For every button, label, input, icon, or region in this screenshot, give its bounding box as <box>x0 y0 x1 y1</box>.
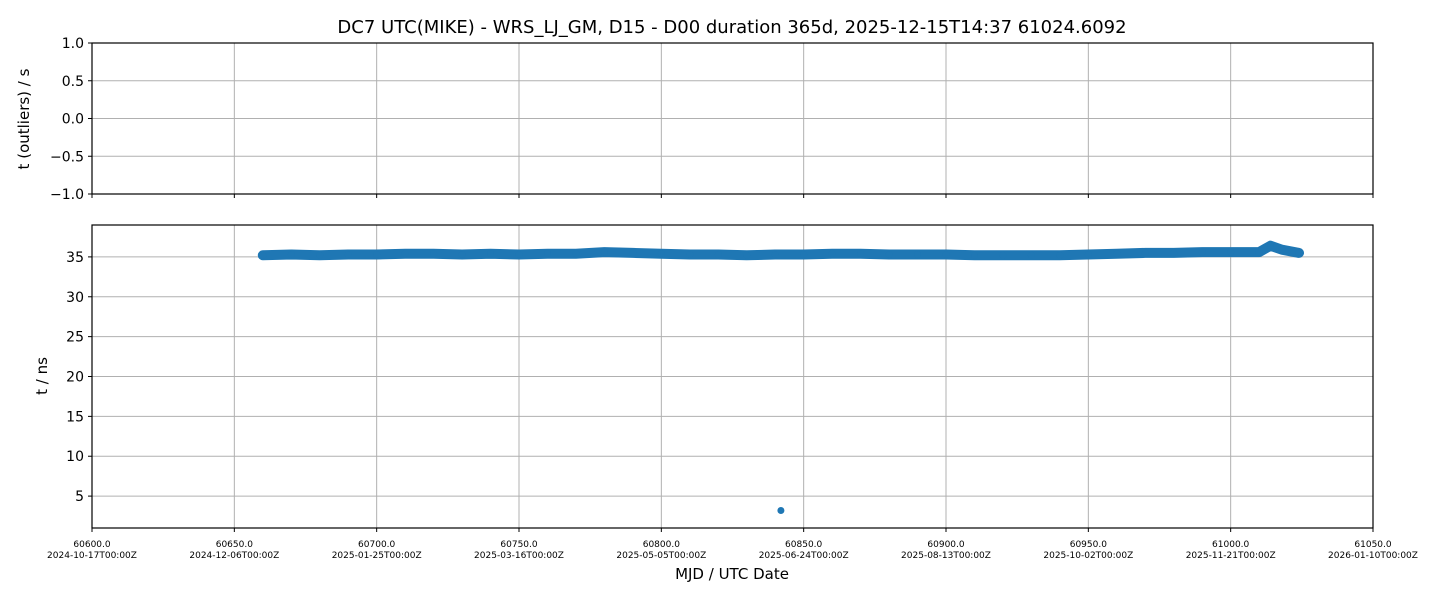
x-tick-label-mjd: 60700.0 <box>358 540 395 550</box>
x-tick-label-date: 2026-01-10T00:00Z <box>1328 551 1418 561</box>
data-point <box>373 251 381 258</box>
data-point <box>1170 249 1178 257</box>
data-point <box>430 250 438 258</box>
x-tick-label-date: 2025-06-24T00:00Z <box>759 551 849 561</box>
data-point <box>857 250 865 258</box>
data-point <box>515 251 523 258</box>
main-y-tick-label: 15 <box>66 409 84 425</box>
x-tick-label-date: 2025-05-05T00:00Z <box>616 551 706 561</box>
x-tick-label-mjd: 60900.0 <box>927 540 964 550</box>
x-tick-label-date: 2025-08-13T00:00Z <box>901 551 991 561</box>
main-y-tick-label: 5 <box>75 489 84 505</box>
x-tick-label-date: 2025-10-02T00:00Z <box>1043 551 1133 561</box>
x-tick-label-mjd: 60950.0 <box>1070 540 1107 550</box>
outliers-y-tick-label: 1.0 <box>62 36 84 52</box>
data-point <box>777 507 785 514</box>
main-y-tick-label: 35 <box>66 250 84 266</box>
data-point <box>1141 249 1149 257</box>
x-tick-label-date: 2025-03-16T00:00Z <box>474 551 564 561</box>
outliers-y-tick-label: 0.5 <box>62 74 84 90</box>
data-point <box>259 251 267 259</box>
chart-title: DC7 UTC(MIKE) - WRS_LJ_GM, D15 - D00 dur… <box>337 17 1126 38</box>
data-point <box>914 251 921 258</box>
x-tick-label-mjd: 60800.0 <box>643 540 680 550</box>
x-tick-label-mjd: 61050.0 <box>1354 540 1391 550</box>
data-point <box>1027 251 1035 259</box>
outliers-y-tick-label: −1.0 <box>50 187 84 203</box>
x-tick-label-mjd: 60600.0 <box>73 540 110 550</box>
data-point <box>544 250 551 258</box>
x-tick-label-mjd: 60750.0 <box>500 540 537 550</box>
data-point <box>1113 250 1121 258</box>
data-point <box>1255 248 1263 256</box>
x-tick-label-date: 2024-12-06T00:00Z <box>189 551 279 561</box>
x-tick-label-mjd: 60850.0 <box>785 540 822 550</box>
outliers-panel-ticks: 1.0 0.5 0.0 −0.5 −1.0 <box>50 36 1374 203</box>
outliers-y-tick-label: −0.5 <box>50 149 84 165</box>
data-point <box>714 251 722 258</box>
data-point <box>743 251 751 259</box>
data-point <box>1227 248 1235 256</box>
data-point <box>600 248 608 256</box>
outliers-y-tick-label: 0.0 <box>62 112 84 128</box>
main-y-tick-label: 30 <box>66 290 84 306</box>
data-point <box>657 250 665 258</box>
data-point <box>458 251 466 258</box>
outliers-y-axis-label: t (outliers) / s <box>15 68 33 169</box>
data-point <box>771 251 779 258</box>
data-point <box>1267 242 1274 250</box>
data-point <box>971 251 978 259</box>
main-panel-grid <box>92 225 1373 528</box>
data-point <box>800 251 808 258</box>
x-tick-label-mjd: 60650.0 <box>216 540 253 550</box>
main-panel-points <box>257 240 1304 514</box>
x-tick-label-date: 2024-10-17T00:00Z <box>47 551 137 561</box>
x-tick-label-date: 2025-11-21T00:00Z <box>1186 551 1276 561</box>
data-point <box>885 251 893 258</box>
data-point <box>487 250 494 258</box>
data-point <box>1084 251 1092 258</box>
data-point <box>942 251 950 258</box>
x-axis-label: MJD / UTC Date <box>675 565 789 583</box>
data-point <box>1295 249 1303 257</box>
data-point <box>572 250 580 258</box>
data-point <box>401 250 409 258</box>
main-y-tick-label: 25 <box>66 330 84 346</box>
data-point <box>1198 248 1206 256</box>
x-tick-label-date: 2025-01-25T00:00Z <box>332 551 422 561</box>
main-y-tick-label: 20 <box>66 370 84 386</box>
data-point <box>287 251 295 258</box>
x-tick-label-mjd: 61000.0 <box>1212 540 1249 550</box>
data-point <box>1278 246 1286 254</box>
outliers-panel-grid <box>92 43 1373 194</box>
data-point <box>1056 251 1064 259</box>
main-y-axis-label: t / ns <box>33 357 51 395</box>
data-point <box>828 250 836 258</box>
data-point <box>999 251 1007 259</box>
data-point <box>316 251 324 259</box>
data-point <box>629 249 637 257</box>
main-y-tick-label: 10 <box>66 449 84 465</box>
data-point <box>344 251 352 258</box>
data-point <box>686 251 694 258</box>
